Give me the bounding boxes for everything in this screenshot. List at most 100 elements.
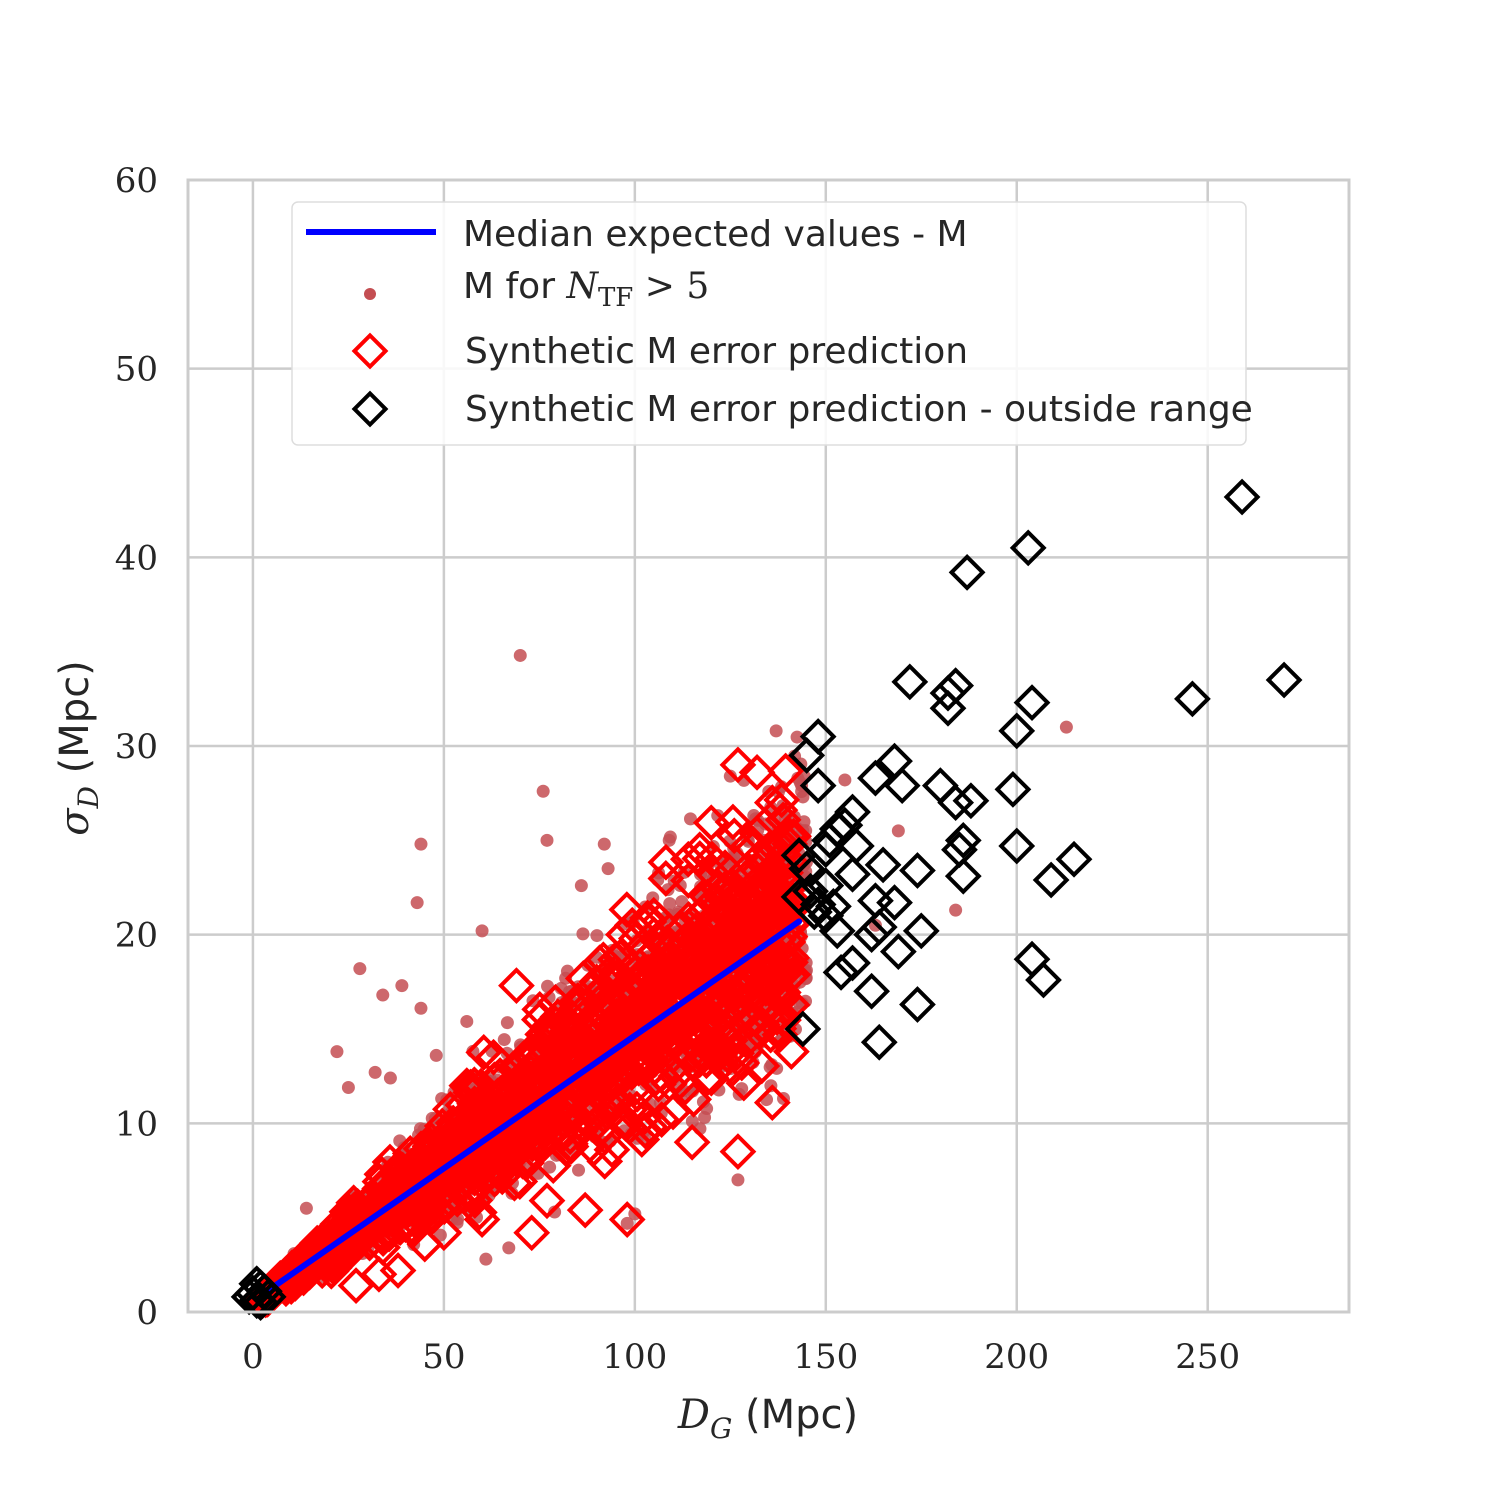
x-tick-labels: 0 50 100 150 200 250 — [242, 1337, 1240, 1377]
outside-range-diamond — [899, 986, 936, 1023]
synthetic-diamond — [593, 1131, 631, 1169]
synthetic-diamond — [657, 1057, 695, 1095]
observed-point — [353, 962, 367, 976]
observed-point — [663, 897, 677, 911]
synthetic-diamond — [757, 976, 795, 1014]
synthetic-diamond — [337, 1267, 375, 1304]
synthetic-diamond — [693, 989, 731, 1027]
synthetic-diamond — [566, 1057, 604, 1095]
x-tick-label: 150 — [793, 1337, 858, 1377]
outside-range-diamond — [853, 972, 890, 1010]
observed-point — [601, 862, 615, 876]
synthetic-diamond — [463, 1201, 501, 1238]
outside-range-diamond — [837, 827, 875, 865]
synthetic-diamond — [762, 846, 800, 884]
outside-range-diamond — [784, 1010, 822, 1048]
outside-range-diamond — [879, 933, 917, 971]
x-tick-label: 50 — [422, 1337, 465, 1377]
synthetic-diamond — [750, 831, 787, 869]
observed-point — [576, 927, 590, 941]
y-axis-label: σD (Mpc) — [52, 660, 105, 836]
plot-area — [230, 478, 1303, 1321]
legend-label-observed: M for NTF > 5 — [463, 266, 709, 313]
observed-point — [429, 1048, 443, 1062]
outside-range-diamond — [788, 737, 826, 774]
observed-point — [536, 784, 550, 798]
outside-range-diamond — [1013, 684, 1051, 721]
synthetic-diamond — [715, 817, 753, 855]
y-axis-subscript: D — [72, 786, 105, 809]
synthetic-diamond — [719, 903, 757, 940]
observed-point — [590, 929, 604, 943]
synthetic-diamond — [446, 1097, 484, 1135]
observed-point — [543, 1160, 557, 1174]
outside-range-diamond — [944, 857, 982, 895]
synthetic-diamond — [669, 840, 707, 878]
synthetic-diamond — [520, 1065, 558, 1103]
outside-range-diamond — [948, 554, 986, 591]
synthetic-diamond — [736, 978, 774, 1016]
outside-range-diamond — [899, 852, 936, 889]
synthetic-diamond — [673, 1123, 711, 1161]
synthetic-diamond — [723, 1044, 761, 1082]
synthetic-diamond — [666, 925, 703, 963]
synthetic-diamond — [763, 781, 801, 819]
synthetic-diamond — [737, 885, 775, 923]
synthetic-diamond — [387, 1206, 424, 1244]
outside-range-diamond — [864, 846, 902, 884]
observed-point — [790, 730, 804, 744]
synthetic-diamond — [693, 854, 731, 892]
synthetic-diamond — [528, 1182, 566, 1220]
synthetic-diamond — [707, 981, 745, 1018]
outside-range-diamond — [929, 689, 967, 727]
observed-point — [497, 1033, 511, 1047]
observed-point — [572, 1163, 586, 1177]
synthetic-diamond — [406, 1225, 444, 1263]
outside-range-diamond — [807, 831, 845, 869]
outside-range-diamond — [242, 1284, 279, 1321]
outside-range-diamond — [902, 912, 940, 950]
outside-range-diamond — [883, 767, 921, 805]
legend-observed-sub: TF — [598, 283, 633, 313]
synthetic-diamond — [631, 1108, 669, 1146]
observed-point — [414, 1001, 428, 1015]
synthetic-diamond — [431, 1090, 469, 1128]
legend-red-diamond-swatch — [351, 332, 389, 370]
synthetic-diamond — [719, 746, 757, 784]
legend-dot-swatch — [364, 288, 376, 300]
y-tick-label: 40 — [115, 538, 158, 578]
outside-range-diamond — [780, 837, 818, 874]
synthetic-diamond — [681, 831, 719, 869]
y-axis-unit — [52, 773, 98, 786]
observed-point — [341, 1080, 355, 1094]
x-axis-text: (Mpc) — [745, 1392, 858, 1438]
median-line-layer — [261, 918, 803, 1297]
observed-point — [513, 648, 527, 662]
y-axis-text: (Mpc) — [52, 660, 98, 773]
x-axis-label: DG (Mpc) — [677, 1392, 858, 1445]
synthetic-diamond — [604, 916, 642, 954]
observed-point — [502, 1241, 516, 1255]
outside-range-diamond — [799, 767, 837, 805]
observed-point — [383, 1071, 397, 1085]
synthetic-diamond — [767, 752, 805, 790]
synthetic-diamond — [597, 954, 635, 991]
synthetic-diamond — [666, 1069, 704, 1107]
outside-range-diamond — [1055, 840, 1093, 878]
observed-point — [479, 1252, 493, 1266]
outside-range-diamond — [860, 1023, 898, 1061]
synthetic-diamond — [635, 916, 673, 954]
observed-point — [698, 1111, 712, 1125]
y-tick-label: 50 — [115, 350, 158, 390]
synthetic-diamond — [652, 1010, 690, 1048]
synthetic-diamond — [619, 1075, 656, 1113]
y-tick-label: 20 — [115, 916, 158, 956]
observed-point — [330, 1045, 344, 1059]
outside-range-diamond — [891, 663, 929, 701]
synthetic-diamond — [412, 1130, 450, 1168]
synthetic-diamond — [692, 1029, 730, 1067]
outside-range-diamond — [1174, 680, 1211, 718]
synthetic-diamond — [688, 909, 726, 947]
synthetic-diamond — [513, 1214, 551, 1252]
synthetic-diamond — [761, 791, 799, 829]
